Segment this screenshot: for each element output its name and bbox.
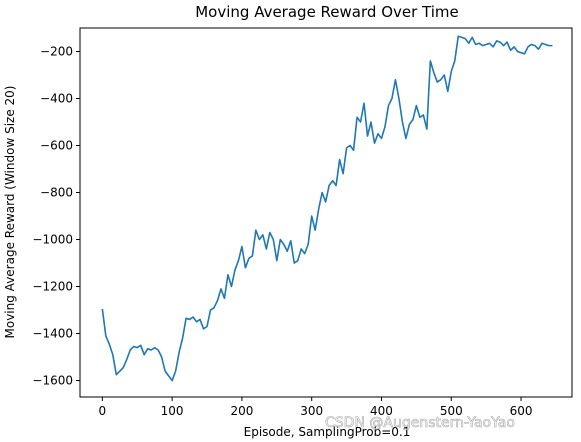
y-tick-label: −600 (40, 139, 73, 153)
x-tick-label: 300 (300, 404, 323, 418)
y-axis-title: Moving Average Reward (Window Size 20) (3, 86, 17, 339)
x-tick-label: 400 (370, 404, 393, 418)
x-tick-label: 500 (440, 404, 463, 418)
watermark-text: CSDN @Augenstern-YaoYao (325, 415, 515, 431)
y-axis-ticks: −1600 −1400 −1200 −1000 −800 −600 −400 −200 (32, 45, 80, 388)
y-tick-label: −200 (40, 45, 73, 59)
x-axis-ticks: 0 100 200 300 400 500 600 (99, 397, 533, 418)
y-tick-label: −1200 (32, 280, 73, 294)
series-layer (101, 35, 553, 382)
x-axis-title: Episode, SamplingProb=0.1 (244, 425, 411, 439)
x-tick-label: 600 (510, 404, 533, 418)
x-tick-label: 0 (99, 404, 107, 418)
plot-area (79, 27, 573, 398)
chart-title: Moving Average Reward Over Time (195, 3, 459, 21)
series-line-0 (101, 35, 553, 382)
y-tick-label: −800 (40, 186, 73, 200)
x-tick-label: 200 (230, 404, 253, 418)
y-tick-label: −1600 (32, 374, 73, 388)
x-tick-label: 100 (161, 404, 184, 418)
y-tick-label: −400 (40, 92, 73, 106)
y-tick-label: −1000 (32, 233, 73, 247)
y-tick-label: −1400 (32, 327, 73, 341)
